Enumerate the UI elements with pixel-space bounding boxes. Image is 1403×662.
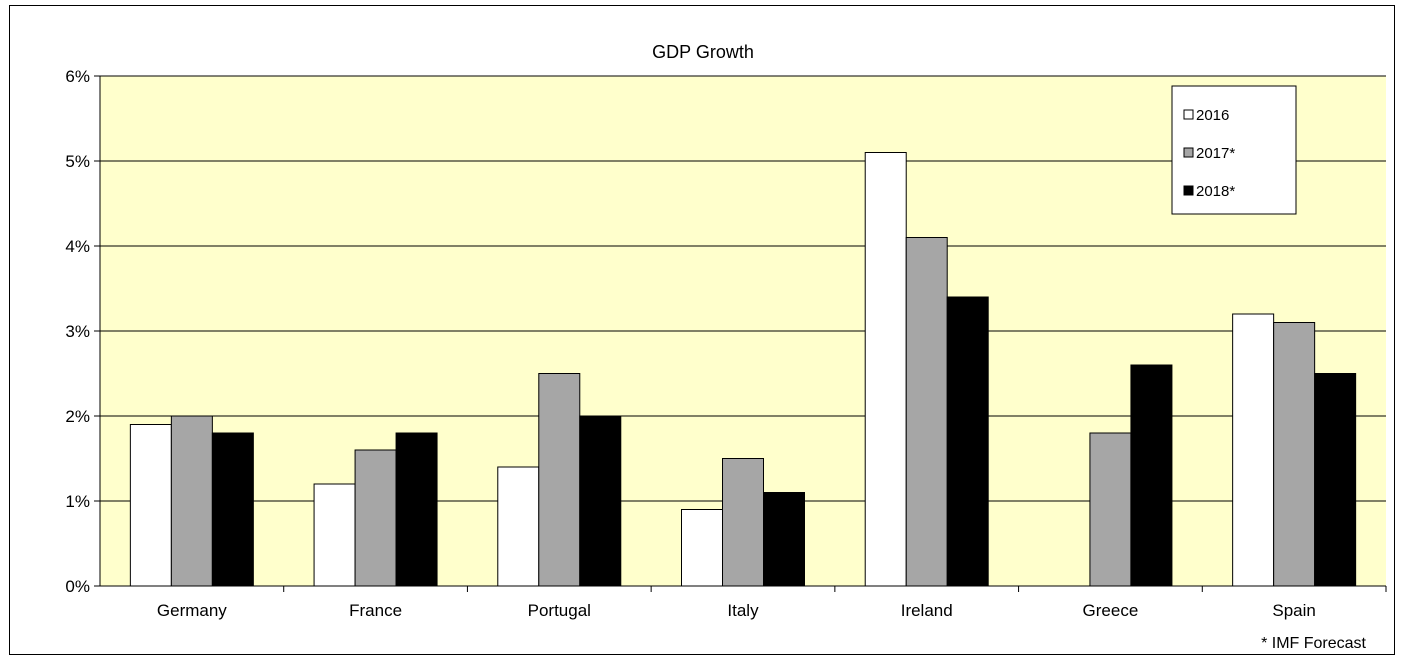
bar-2017-germany [170,415,213,587]
bar-2018-france [395,432,438,587]
x-tick-label: Ireland [901,601,953,620]
bar-2017-spain [1273,322,1316,587]
bar-2018-greece [1130,364,1173,587]
legend-swatch [1183,185,1194,196]
x-tick-label: Portugal [528,601,591,620]
bar-2017-italy [722,458,764,587]
bar-2018-portugal [579,415,622,587]
bar-2018-ireland [946,296,989,587]
chart-title: GDP Growth [652,42,754,62]
forecast-note: * IMF Forecast [1261,635,1366,652]
y-tick-label: 0% [65,577,90,596]
y-tick-label: 4% [65,237,90,256]
x-tick-label: Italy [727,601,759,620]
y-tick-label: 1% [65,492,90,511]
bar-2016-italy [681,509,723,587]
legend-label: 2018* [1196,183,1235,200]
x-tick-label: France [349,601,402,620]
legend-label: 2016 [1196,107,1229,124]
bar-2017-ireland [905,237,948,587]
legend-label: 2017* [1196,145,1235,162]
bar-2016-france [313,483,356,587]
bar-2018-spain [1314,373,1357,587]
y-tick-label: 5% [65,152,90,171]
chart-frame: 0% 1% 2% 3% 4% 5% 6% Germany France Portugal Italy… [9,5,1395,655]
x-tick-label: Greece [1083,601,1139,620]
y-tick-label: 3% [65,322,90,341]
bar-2017-france [354,449,397,587]
x-tick-label: Germany [157,601,227,620]
bar-2016-germany [129,424,172,587]
x-tick-label: Spain [1272,601,1315,620]
bar-2016-spain [1232,313,1275,587]
bar-2017-portugal [538,373,581,587]
y-tick-label: 2% [65,407,90,426]
y-tick-label: 6% [65,67,90,86]
bar-2018-germany [211,432,254,587]
bar-2017-greece [1089,432,1132,587]
gdp-growth-chart: 0% 1% 2% 3% 4% 5% 6% Germany France Portugal Italy… [65,42,1387,652]
bar-2016-ireland [864,152,907,587]
bar-2016-portugal [497,466,540,587]
legend-swatch [1183,109,1194,120]
bar-2018-italy [763,492,805,587]
legend-swatch [1183,147,1194,158]
